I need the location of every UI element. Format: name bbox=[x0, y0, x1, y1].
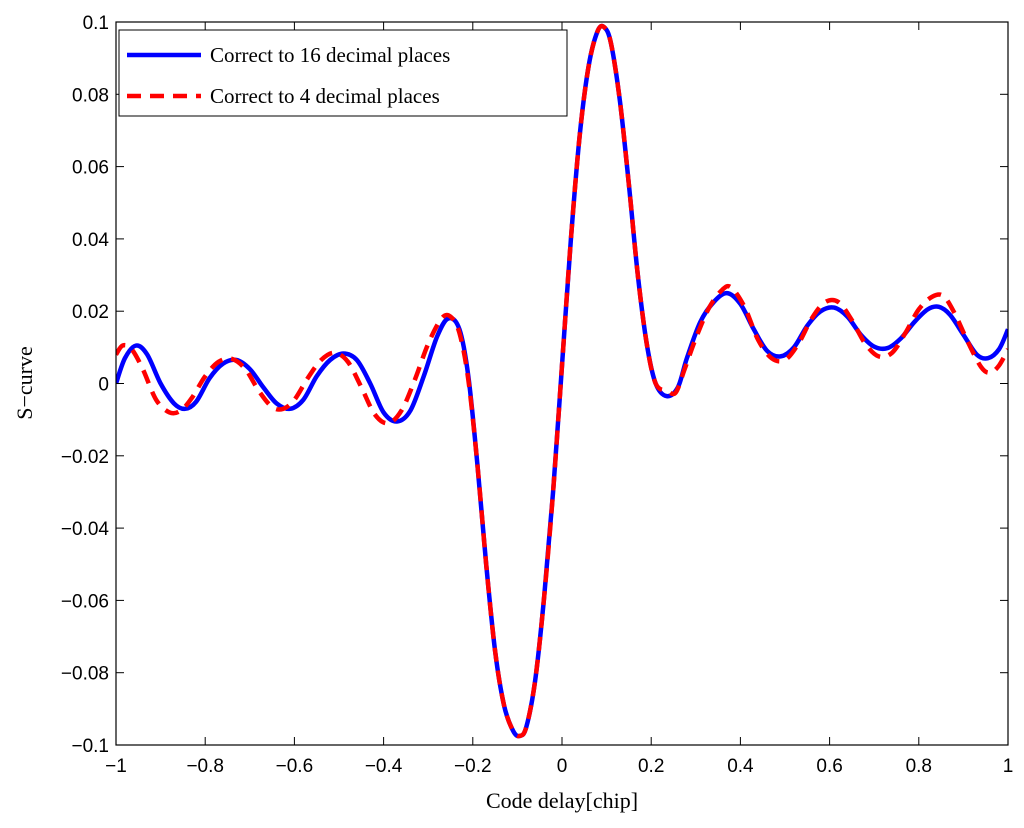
x-tick-label: 0 bbox=[557, 756, 568, 777]
x-tick-label: 0.2 bbox=[638, 756, 664, 777]
legend-label: Correct to 4 decimal places bbox=[210, 84, 440, 108]
y-tick-label: 0.1 bbox=[83, 13, 109, 34]
series-line-4-decimal bbox=[116, 23, 1008, 739]
y-tick-label: −0.08 bbox=[61, 664, 109, 685]
y-tick-label: −0.02 bbox=[61, 447, 109, 468]
x-tick-label: 0.4 bbox=[727, 756, 754, 777]
legend: Correct to 16 decimal places Correct to 4… bbox=[118, 29, 568, 117]
y-axis-title: S−curve bbox=[12, 346, 37, 420]
x-tick-label: 0.8 bbox=[906, 756, 932, 777]
x-tick-label: −0.2 bbox=[454, 756, 492, 777]
x-tick-label: −0.4 bbox=[365, 756, 403, 777]
legend-box bbox=[118, 29, 568, 117]
y-axis: −0.1 −0.08 −0.06 −0.04 −0.02 0 0.02 0.04 0.06 0.0… bbox=[61, 13, 1008, 757]
x-tick-label: 0.6 bbox=[816, 756, 842, 777]
y-tick-label: 0.08 bbox=[72, 85, 109, 106]
y-tick-label: 0.06 bbox=[72, 158, 109, 179]
x-tick-label: 1 bbox=[1003, 756, 1014, 777]
y-tick-label: 0.04 bbox=[72, 230, 109, 251]
x-tick-label: −0.6 bbox=[276, 756, 314, 777]
y-tick-label: −0.1 bbox=[71, 736, 109, 757]
y-tick-label: 0 bbox=[98, 375, 109, 396]
x-tick-label: −1 bbox=[105, 756, 127, 777]
y-tick-label: −0.06 bbox=[61, 591, 109, 612]
x-tick-label: −0.8 bbox=[186, 756, 224, 777]
y-tick-label: −0.04 bbox=[61, 519, 110, 540]
x-axis-title: Code delay[chip] bbox=[486, 788, 638, 813]
x-axis: −1 −0.8 −0.6 −0.4 −0.2 0 0.2 0.4 0.6 0.8 1 bbox=[105, 22, 1013, 777]
legend-label: Correct to 16 decimal places bbox=[210, 43, 450, 67]
series-layer bbox=[116, 23, 1008, 739]
y-tick-label: 0.02 bbox=[72, 302, 109, 323]
